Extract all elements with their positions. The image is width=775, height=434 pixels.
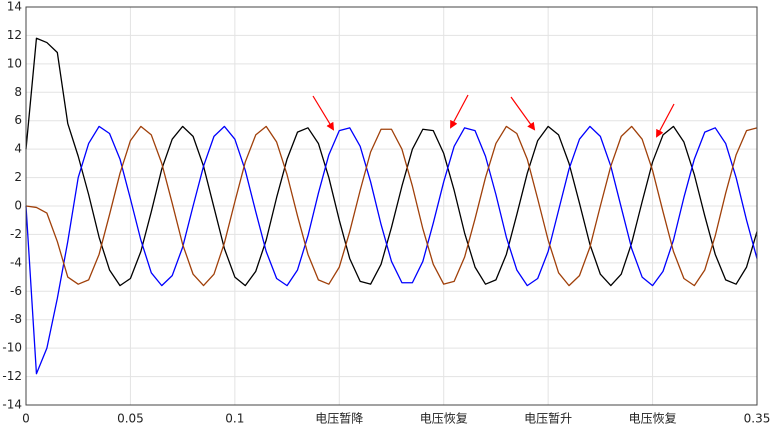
y-tick-label: 0 <box>14 199 22 213</box>
x-tick-label: 0 <box>22 412 30 426</box>
y-tick-label: -8 <box>10 312 22 326</box>
series-line <box>25 37 758 287</box>
y-tick-label: 14 <box>7 0 22 14</box>
y-tick-label: 4 <box>14 142 22 156</box>
y-tick-label: 8 <box>14 85 22 99</box>
y-tick-label: 10 <box>7 56 22 70</box>
y-tick-label: -12 <box>2 369 22 383</box>
lines <box>25 37 758 375</box>
series-line <box>25 125 758 375</box>
x-tick-label: 0.35 <box>744 412 771 426</box>
arrow <box>312 95 335 131</box>
y-tick-label: 6 <box>14 113 22 127</box>
y-tick-label: -10 <box>2 341 22 355</box>
x-tick-label: 电压恢复 <box>629 412 677 426</box>
y-tick-label: 2 <box>14 170 22 184</box>
y-tick-label: -2 <box>10 227 22 241</box>
x-tick-label: 电压暂降 <box>315 412 363 426</box>
arrow <box>510 96 536 131</box>
annotation-arrows <box>312 94 675 138</box>
x-tick-label: 电压暂升 <box>524 412 572 426</box>
arrow <box>450 94 469 129</box>
y-tick-label: -4 <box>10 255 22 269</box>
arrow <box>656 103 675 138</box>
x-tick-label: 0.1 <box>225 412 244 426</box>
x-tick-label: 电压恢复 <box>420 412 468 426</box>
plot-frame <box>25 6 758 406</box>
x-tick-label: 0.05 <box>117 412 144 426</box>
grid <box>25 6 758 406</box>
series-line <box>25 125 758 287</box>
y-tick-label: -14 <box>2 398 22 412</box>
y-tick-label: 12 <box>7 28 22 42</box>
y-tick-label: -6 <box>10 284 22 298</box>
